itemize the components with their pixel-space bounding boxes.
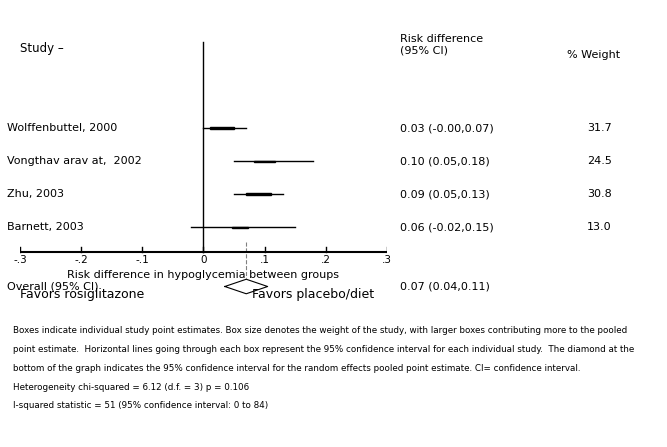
Bar (232, 227, 248, 228)
Text: Vongthav arav at,  2002: Vongthav arav at, 2002 (7, 156, 141, 166)
Text: Favors placebo/diet: Favors placebo/diet (252, 288, 374, 301)
Bar (254, 160, 275, 162)
Text: point estimate.  Horizontal lines going through each box represent the 95% confi: point estimate. Horizontal lines going t… (13, 345, 634, 354)
Text: bottom of the graph indicates the 95% confidence interval for the random effects: bottom of the graph indicates the 95% co… (13, 364, 581, 373)
Text: 13.0: 13.0 (587, 222, 612, 232)
Text: 0.06 (-0.02,0.15): 0.06 (-0.02,0.15) (400, 222, 494, 232)
Text: 24.5: 24.5 (587, 156, 612, 166)
Text: .2: .2 (321, 254, 331, 265)
Text: .3: .3 (382, 254, 392, 265)
Text: Risk difference in hypoglycemia between groups: Risk difference in hypoglycemia between … (67, 270, 340, 280)
Text: Overall (95% CI): Overall (95% CI) (7, 282, 98, 291)
Text: 30.8: 30.8 (587, 189, 612, 199)
Text: -.3: -.3 (13, 254, 27, 265)
Text: Risk difference
(95% CI): Risk difference (95% CI) (400, 34, 484, 55)
Text: 31.7: 31.7 (587, 123, 612, 133)
Bar (209, 127, 234, 129)
Text: Heterogeneity chi-squared = 6.12 (d.f. = 3) p = 0.106: Heterogeneity chi-squared = 6.12 (d.f. =… (13, 383, 249, 392)
Bar (246, 194, 271, 195)
Text: 0.09 (0.05,0.13): 0.09 (0.05,0.13) (400, 189, 490, 199)
Text: 0.07 (0.04,0.11): 0.07 (0.04,0.11) (400, 282, 490, 291)
Text: Zhu, 2003: Zhu, 2003 (7, 189, 63, 199)
Text: Barnett, 2003: Barnett, 2003 (7, 222, 83, 232)
Text: 0: 0 (200, 254, 207, 265)
Text: -.2: -.2 (74, 254, 88, 265)
Text: % Weight: % Weight (567, 51, 620, 60)
Text: 0.10 (0.05,0.18): 0.10 (0.05,0.18) (400, 156, 490, 166)
Text: I-squared statistic = 51 (95% confidence interval: 0 to 84): I-squared statistic = 51 (95% confidence… (13, 401, 269, 410)
Text: Study –: Study – (20, 42, 64, 55)
Text: Wolffenbuttel, 2000: Wolffenbuttel, 2000 (7, 123, 117, 133)
Text: Favors rosiglitazone: Favors rosiglitazone (20, 288, 144, 301)
Polygon shape (225, 279, 267, 294)
Text: -.1: -.1 (135, 254, 149, 265)
Text: Boxes indicate individual study point estimates. Box size denotes the weight of : Boxes indicate individual study point es… (13, 326, 628, 335)
Text: .1: .1 (259, 254, 269, 265)
Text: 0.03 (-0.00,0.07): 0.03 (-0.00,0.07) (400, 123, 494, 133)
